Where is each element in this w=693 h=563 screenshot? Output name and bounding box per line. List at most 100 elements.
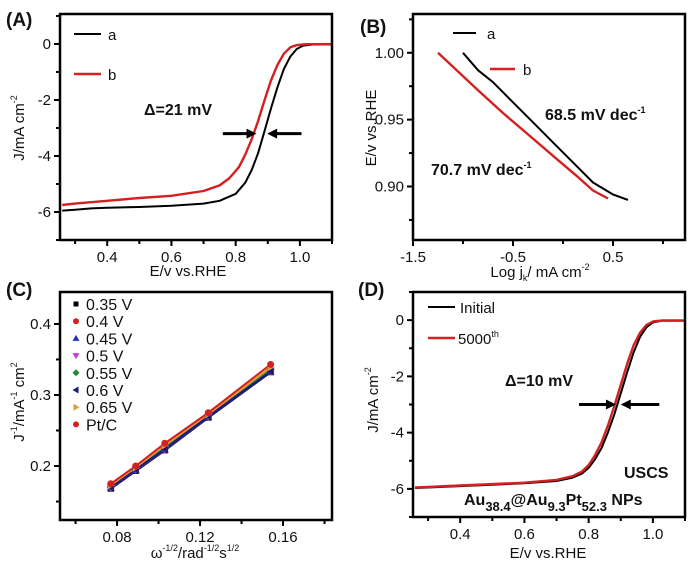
comp-pt: Pt	[566, 492, 583, 509]
panel-a-ylabel-text: J/mA cm	[11, 103, 28, 161]
legend-marker	[73, 421, 79, 428]
legend-marker	[72, 334, 80, 341]
panel-b-xlabel-sup: -2	[582, 262, 590, 272]
svg-text:J-1/mA-1 cm2: J-1/mA-1 cm2	[9, 362, 28, 441]
panel-c: (C) 0.08 0.12 0.16 0.4 0.3 0.2 0.35 V0.4 V0.4…	[6, 280, 334, 562]
series-line-b	[62, 43, 332, 207]
legend-label: 0.55 V	[86, 366, 133, 383]
tafel-b-text: 70.7 mV dec	[431, 162, 524, 179]
panel-b-tafel-b-annotation: 70.7 mV dec-1	[431, 160, 532, 179]
x-tick-label: 0.4	[97, 249, 118, 266]
xlabel-sup-2: -1/2	[204, 543, 220, 553]
svg-text:J/mA cm-2: J/mA cm-2	[9, 95, 28, 161]
panel-d-ylabel-sup: -2	[363, 367, 373, 375]
panel-b-xlabel-sub: k	[523, 273, 528, 283]
y-tick-label: -2	[391, 368, 404, 385]
x-tick-label: 0.16	[268, 529, 297, 546]
series-line-5000th	[415, 319, 685, 489]
data-point-pt-c	[107, 480, 115, 488]
panel-a: (A) 0.4 0.6 0.8 1.0 0 -2 -4 -6 a b Δ=21 mV E/v …	[6, 10, 334, 280]
xlabel-s: s	[219, 545, 227, 562]
panel-b-frame	[411, 12, 687, 242]
ylabel-cm: cm	[11, 367, 28, 391]
x-tick-label: 0.08	[102, 529, 131, 546]
comp-nps: NPs	[607, 492, 643, 509]
legend-label: 0.4 V	[86, 314, 124, 331]
y-tick-label: 1.00	[375, 45, 404, 62]
panel-c-ticks: 0.08 0.12 0.16 0.4 0.3 0.2	[30, 316, 326, 546]
panel-d-ylabel: J/mA cm-2	[363, 367, 382, 433]
legend-label-a: a	[108, 27, 117, 44]
legend-label: 0.35 V	[86, 297, 133, 314]
panel-b-xlabel-tail: / mA cm	[527, 264, 581, 281]
y-tick-label: 0	[396, 312, 404, 329]
panel-b: (B) -1.5 -0.5 0.5 1.00 0.95 0.90 a b 68.5 mV …	[360, 12, 687, 283]
legend-label-a: a	[487, 26, 496, 43]
data-point-pt-c	[161, 439, 169, 447]
comp-at-au: @Au	[511, 492, 548, 509]
arrow-right-head	[267, 128, 278, 139]
panel-d-legend: Initial 5000th	[428, 300, 499, 348]
panel-b-ylabel-text: E/v vs.RHE	[363, 90, 380, 167]
panel-d-arrows	[579, 399, 660, 410]
panel-b-xlabel-text: Log j	[490, 264, 523, 281]
panel-c-ylabel: J-1/mA-1 cm2	[9, 362, 28, 441]
comp-sub-2: 9.3	[548, 499, 566, 514]
panel-d-label: (D)	[358, 280, 384, 301]
panel-b-xlabel: Log jk/ mA cm-2	[490, 262, 589, 283]
ylabel-sup-1: -1	[9, 426, 19, 434]
panel-b-series	[437, 51, 629, 201]
panel-c-xlabel: ω-1/2/rad-1/2s1/2	[151, 543, 240, 562]
y-tick-label: -4	[38, 148, 51, 165]
arrow-right-head	[620, 399, 631, 410]
svg-text:J/mA cm-2: J/mA cm-2	[363, 367, 382, 433]
x-tick-label: 0.4	[450, 526, 471, 543]
panel-a-legend: a b	[74, 27, 117, 84]
legend-marker	[73, 318, 79, 325]
comp-sub-3: 52.3	[582, 499, 607, 514]
panel-a-ticks: 0.4 0.6 0.8 1.0 0 -2 -4 -6	[38, 14, 333, 266]
data-point-0-6-v	[266, 367, 274, 376]
tafel-b-sup: -1	[524, 160, 532, 170]
legend-label-initial: Initial	[460, 300, 495, 317]
data-point-pt-c	[204, 409, 212, 417]
y-tick-label: 0.95	[375, 112, 404, 129]
ylabel-ma: /mA	[11, 400, 28, 427]
y-tick-label: 0.4	[30, 316, 51, 333]
panel-d: (D) 0.4 0.6 0.8 1.0 0 -2 -4 -6 Initial 5000th Δ…	[358, 280, 687, 562]
panel-a-series	[62, 43, 332, 212]
panel-a-xlabel: E/v vs.RHE	[150, 263, 227, 280]
legend-marker	[72, 386, 79, 394]
panel-a-arrows	[222, 128, 302, 139]
panel-d-delta-annotation: Δ=10 mV	[505, 373, 573, 390]
y-tick-label: -6	[38, 204, 51, 221]
panel-b-ylabel: E/v vs.RHE	[363, 90, 380, 167]
arrow-left-head	[246, 128, 257, 139]
x-tick-label: 0.12	[185, 529, 214, 546]
panel-d-uscs-annotation: USCS	[624, 465, 669, 482]
legend-marker	[72, 369, 80, 377]
panel-d-ylabel-text: J/mA cm	[365, 375, 382, 433]
x-tick-label: 0.5	[603, 249, 624, 266]
panel-c-legend: 0.35 V0.4 V0.45 V0.5 V0.55 V0.6 V0.65 VP…	[72, 297, 133, 434]
panel-d-xlabel: E/v vs.RHE	[510, 545, 587, 562]
panel-c-frame	[58, 290, 334, 522]
tafel-a-text: 68.5 mV dec	[545, 107, 638, 124]
data-point-pt-c	[132, 462, 140, 470]
panel-b-tafel-a-annotation: 68.5 mV dec-1	[545, 105, 646, 124]
x-tick-label: -0.5	[500, 249, 526, 266]
x-tick-label: 0.6	[161, 249, 182, 266]
arrow-left-head	[605, 399, 616, 410]
panel-a-label: (A)	[6, 10, 32, 31]
panel-d-ticks: 0.4 0.6 0.8 1.0 0 -2 -4 -6	[391, 291, 686, 543]
comp-sub-1: 38.4	[485, 499, 511, 514]
legend-label-5000th: 5000th	[458, 329, 499, 348]
legend-5000-text: 5000	[458, 331, 491, 348]
xlabel-rad: /rad	[178, 545, 204, 562]
x-tick-label: 1.0	[642, 526, 663, 543]
series-line-b	[437, 51, 609, 200]
comp-au: Au	[464, 492, 485, 509]
legend-label: 0.5 V	[86, 349, 124, 366]
legend-label: 0.6 V	[86, 383, 124, 400]
